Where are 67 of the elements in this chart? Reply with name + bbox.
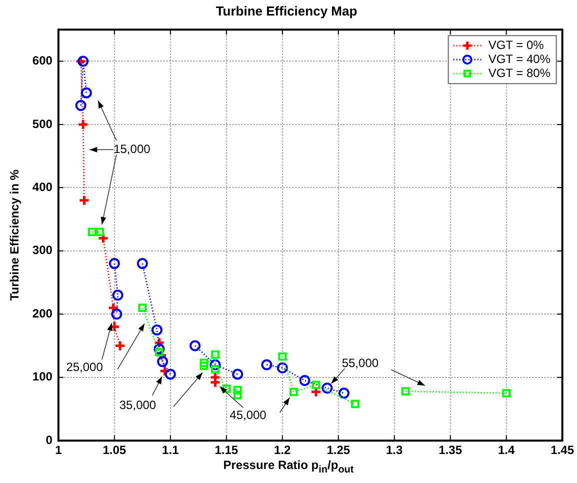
point [96, 228, 104, 236]
point [289, 388, 298, 396]
annotation: 45,000 [230, 408, 267, 422]
x-tick-label: 1.4 [498, 443, 515, 458]
x-tick-label: 1 [55, 443, 62, 458]
point [138, 304, 147, 312]
y-axis-title: Turbine Efficiency in % [8, 169, 22, 301]
x-tick-label: 1.45 [550, 443, 574, 458]
legend-label: VGT = 40% [488, 52, 551, 66]
point [276, 362, 288, 374]
x-tick-label: 1.15 [214, 443, 238, 458]
point [278, 352, 287, 361]
point [114, 340, 126, 352]
point [502, 388, 511, 398]
x-axis-title: Pressure Ratio p$_{in}$/p$_{out}$ [222, 458, 355, 476]
y-tick-label: 600 [32, 54, 53, 68]
point [155, 348, 164, 356]
point [312, 380, 320, 390]
legend-label: VGT = 80% [488, 66, 551, 80]
x-tick-label: 1.2 [274, 443, 292, 458]
point [299, 375, 310, 386]
point [233, 386, 242, 394]
annotation: 25,000 [66, 360, 104, 374]
point [88, 228, 96, 236]
y-tick-label: 300 [32, 243, 53, 258]
point [75, 100, 86, 111]
x-tick-label: 1.25 [326, 443, 350, 458]
point [401, 387, 410, 396]
point [200, 358, 208, 368]
point [222, 384, 231, 393]
point [190, 340, 201, 352]
y-tick-label: 0 [46, 432, 53, 447]
legend-label: VGT = 0% [488, 38, 544, 52]
point [338, 388, 350, 399]
x-tick-label: 1.05 [102, 443, 126, 458]
point [154, 343, 165, 354]
point [200, 362, 208, 370]
point [261, 359, 272, 370]
y-tick-label: 400 [32, 180, 53, 194]
chart-title: Turbine Efficiency Map [216, 3, 358, 18]
annotation: 15,000 [114, 142, 151, 156]
x-tick-label: 1.3 [386, 443, 404, 458]
point [136, 258, 148, 270]
y-tick-label: 200 [32, 306, 53, 320]
point [78, 56, 89, 67]
point [211, 364, 220, 374]
point [108, 258, 120, 270]
point [233, 390, 242, 400]
point [350, 400, 360, 408]
point [211, 350, 220, 359]
point [80, 87, 92, 98]
point [112, 290, 124, 301]
point [78, 194, 90, 206]
point [151, 324, 162, 336]
point [157, 356, 168, 368]
x-tick-label: 1.35 [438, 443, 462, 458]
x-tick-label: 1.1 [162, 443, 180, 458]
point [111, 308, 122, 320]
point [232, 368, 244, 380]
y-tick-label: 100 [32, 370, 53, 384]
y-tick-label: 500 [32, 116, 53, 131]
annotation: 55,000 [342, 356, 379, 370]
point [210, 359, 221, 370]
point [322, 382, 333, 394]
point [77, 118, 89, 130]
annotation: 35,000 [119, 398, 156, 412]
point [164, 368, 176, 380]
